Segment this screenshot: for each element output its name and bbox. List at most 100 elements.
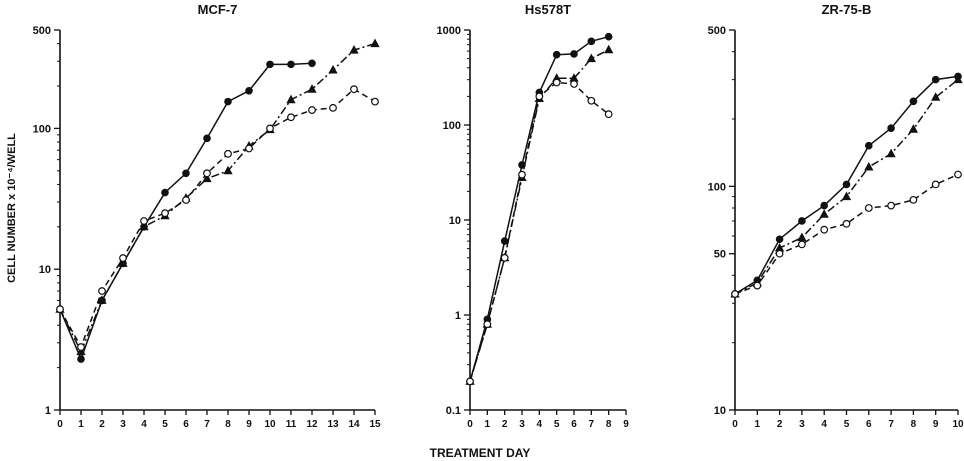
data-point-filled-triangle — [797, 232, 807, 242]
x-tick-label: 5 — [162, 419, 168, 430]
data-point-filled-triangle — [886, 148, 896, 158]
data-point-filled-circle — [224, 97, 232, 106]
y-tick-label: 100 — [708, 181, 726, 193]
data-point-filled-triangle — [307, 84, 317, 93]
data-point-open-circle — [820, 225, 829, 234]
data-point-open-circle — [329, 103, 337, 112]
x-tick-label: 14 — [348, 419, 360, 430]
y-tick-label: 1 — [455, 310, 461, 322]
x-tick-label: 2 — [777, 419, 783, 430]
y-axis-label: CELL NUMBER x 10⁻⁴/WELL — [6, 133, 18, 283]
x-tick-label: 12 — [306, 419, 318, 430]
data-point-filled-circle — [266, 60, 274, 69]
data-point-filled-circle — [604, 32, 613, 41]
data-point-open-circle — [203, 169, 211, 178]
x-tick-label: 1 — [755, 419, 761, 430]
x-axis-label: TREATMENT DAY — [430, 446, 531, 460]
data-point-open-circle — [753, 281, 762, 290]
data-point-filled-circle — [287, 60, 295, 69]
data-point-filled-triangle — [370, 38, 380, 48]
y-tick-label: 10 — [449, 215, 461, 227]
data-point-filled-circle — [77, 355, 85, 363]
x-tick-label: 7 — [888, 419, 894, 430]
data-point-filled-circle — [308, 59, 316, 68]
x-tick-label: 11 — [286, 419, 297, 430]
data-point-filled-circle — [245, 86, 253, 95]
data-point-filled-triangle — [908, 124, 919, 133]
x-tick-label: 3 — [799, 419, 805, 430]
data-point-open-circle — [587, 96, 596, 105]
data-point-filled-circle — [820, 201, 829, 210]
data-point-filled-circle — [587, 37, 596, 46]
data-point-open-circle — [518, 170, 526, 179]
data-point-open-circle — [931, 180, 940, 189]
x-tick-label: 0 — [467, 419, 473, 430]
data-point-open-circle — [535, 92, 544, 101]
data-point-filled-circle — [552, 50, 561, 59]
data-point-open-circle — [140, 217, 148, 225]
series-line-filled-circle — [469, 35, 609, 382]
data-point-open-circle — [245, 144, 253, 153]
data-point-open-circle — [350, 85, 358, 94]
data-point-filled-triangle — [97, 295, 107, 304]
y-tick-label: 0.1 — [446, 405, 461, 417]
y-tick-label: 500 — [708, 25, 726, 37]
x-tick-label: 8 — [606, 419, 612, 430]
data-point-open-circle — [552, 78, 561, 87]
x-tick-label: 4 — [141, 419, 147, 430]
x-tick-label: 9 — [933, 419, 939, 430]
data-point-filled-triangle — [139, 221, 149, 231]
y-tick-label: 1 — [45, 405, 51, 417]
chart-title: ZR-75-B — [822, 2, 872, 17]
x-tick-label: 1 — [78, 419, 84, 430]
data-point-filled-circle — [798, 217, 806, 225]
x-tick-label: 10 — [952, 419, 964, 430]
data-point-open-circle — [731, 290, 739, 298]
data-point-filled-triangle — [118, 258, 128, 267]
data-point-filled-triangle — [953, 74, 963, 84]
x-tick-label: 3 — [519, 419, 525, 430]
x-tick-label: 6 — [183, 419, 189, 430]
series-line-filled-triangle — [59, 42, 376, 354]
data-point-filled-triangle — [586, 53, 596, 63]
x-tick-label: 0 — [732, 419, 738, 430]
data-point-open-circle — [161, 209, 169, 218]
y-tick-label: 100 — [33, 123, 51, 135]
x-tick-label: 13 — [327, 419, 339, 430]
x-tick-label: 1 — [485, 419, 491, 430]
x-tick-label: 6 — [571, 419, 577, 430]
data-point-open-circle — [224, 149, 232, 158]
chart-panel-3: ZR-75-B 10 50 100 500 0 1 2 3 4 5 6 7 8 9 10 — [708, 2, 964, 430]
series-line-open-circle — [469, 81, 610, 382]
data-point-open-circle — [287, 113, 295, 122]
y-tick-label: 100 — [443, 120, 461, 132]
data-point-open-circle — [798, 240, 806, 249]
x-tick-label: 9 — [623, 419, 629, 430]
data-point-filled-triangle — [349, 45, 359, 54]
data-point-open-circle — [775, 249, 784, 258]
data-point-filled-circle — [931, 75, 940, 84]
x-tick-label: 0 — [57, 419, 63, 430]
data-point-open-circle — [483, 320, 492, 329]
data-point-open-circle — [56, 305, 64, 314]
series-line-open-circle — [59, 88, 376, 349]
x-tick-label: 4 — [537, 419, 543, 430]
data-point-filled-circle — [203, 134, 211, 143]
x-tick-label: 10 — [264, 419, 276, 430]
x-tick-label: 5 — [844, 419, 850, 430]
data-point-filled-triangle — [841, 191, 852, 201]
chart-title: Hs578T — [525, 2, 571, 17]
data-point-filled-triangle — [223, 165, 233, 175]
y-tick-label: 500 — [33, 25, 51, 37]
data-point-open-circle — [954, 170, 962, 179]
y-tick-label: 1000 — [437, 25, 461, 37]
x-tick-label: 5 — [554, 419, 560, 430]
x-tick-label: 8 — [225, 419, 231, 430]
data-point-open-circle — [864, 204, 873, 212]
x-tick-label: 7 — [204, 419, 210, 430]
data-point-filled-triangle — [76, 346, 86, 356]
data-point-filled-circle — [887, 124, 895, 132]
data-point-filled-circle — [775, 235, 784, 244]
